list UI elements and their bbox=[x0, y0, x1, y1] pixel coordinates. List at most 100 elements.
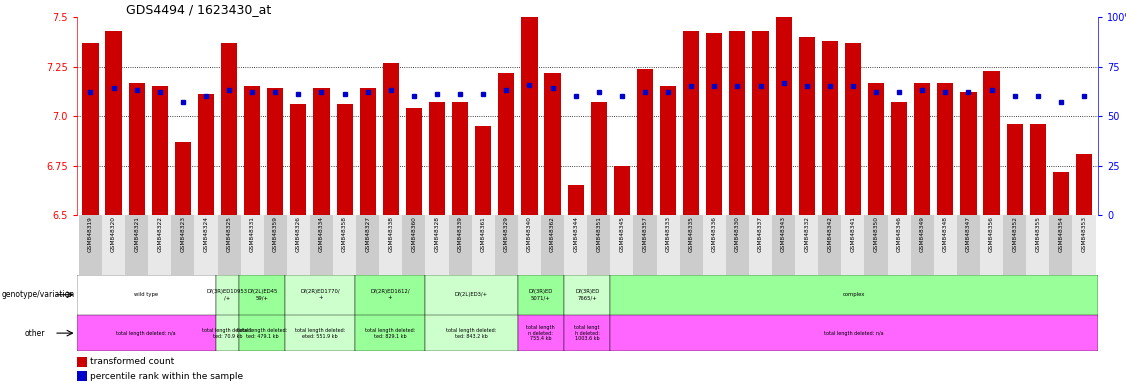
Text: GSM848325: GSM848325 bbox=[226, 216, 232, 252]
Text: GSM848329: GSM848329 bbox=[503, 216, 509, 252]
Bar bbox=[221, 43, 238, 215]
Bar bbox=[198, 94, 214, 215]
Bar bbox=[149, 215, 171, 275]
Text: GSM848349: GSM848349 bbox=[920, 216, 924, 252]
Bar bbox=[239, 275, 286, 315]
Bar bbox=[355, 315, 425, 351]
Bar bbox=[79, 215, 102, 275]
Text: GSM848336: GSM848336 bbox=[712, 216, 717, 252]
Bar bbox=[77, 315, 216, 351]
Text: percentile rank within the sample: percentile rank within the sample bbox=[90, 372, 243, 381]
Bar bbox=[957, 215, 980, 275]
Text: wild type: wild type bbox=[134, 292, 159, 297]
Bar bbox=[521, 17, 537, 215]
Bar bbox=[983, 71, 1000, 215]
Bar bbox=[383, 63, 399, 215]
Bar bbox=[683, 31, 699, 215]
Bar bbox=[1029, 124, 1046, 215]
Bar bbox=[545, 73, 561, 215]
Bar bbox=[518, 275, 564, 315]
Text: Df(3R)ED10953
/+: Df(3R)ED10953 /+ bbox=[207, 289, 248, 300]
Bar bbox=[313, 88, 330, 215]
Bar bbox=[337, 104, 352, 215]
Text: GSM848333: GSM848333 bbox=[665, 216, 671, 252]
Bar bbox=[795, 215, 819, 275]
Bar bbox=[656, 215, 680, 275]
Bar bbox=[82, 43, 98, 215]
Text: GSM848351: GSM848351 bbox=[597, 216, 601, 252]
Bar bbox=[726, 215, 749, 275]
Bar bbox=[452, 102, 468, 215]
Bar bbox=[540, 215, 564, 275]
Bar bbox=[703, 215, 726, 275]
Text: GSM848319: GSM848319 bbox=[88, 216, 93, 252]
Bar bbox=[217, 215, 241, 275]
Text: total lengt
h deleted:
1003.6 kb: total lengt h deleted: 1003.6 kb bbox=[574, 325, 600, 341]
Bar bbox=[286, 275, 355, 315]
Bar bbox=[216, 275, 239, 315]
Text: GSM848357: GSM848357 bbox=[643, 216, 647, 252]
Bar bbox=[102, 215, 125, 275]
Bar bbox=[426, 215, 448, 275]
Text: Df(3R)ED
5071/+: Df(3R)ED 5071/+ bbox=[529, 289, 553, 300]
Bar bbox=[359, 88, 376, 215]
Bar bbox=[125, 215, 149, 275]
Text: transformed count: transformed count bbox=[90, 357, 173, 366]
Bar bbox=[610, 315, 1098, 351]
Bar bbox=[263, 215, 287, 275]
Text: Df(2R)ED1770/
+: Df(2R)ED1770/ + bbox=[301, 289, 340, 300]
Bar bbox=[405, 108, 422, 215]
Text: genotype/variation: genotype/variation bbox=[1, 290, 74, 299]
Bar bbox=[286, 315, 355, 351]
Bar bbox=[379, 215, 402, 275]
Bar bbox=[77, 275, 216, 315]
Bar bbox=[1072, 215, 1096, 275]
Bar bbox=[77, 371, 87, 381]
Text: total length deleted:
eted: 551.9 kb: total length deleted: eted: 551.9 kb bbox=[295, 328, 346, 339]
Bar bbox=[564, 315, 610, 351]
Text: GSM848342: GSM848342 bbox=[828, 216, 832, 252]
Bar bbox=[564, 215, 588, 275]
Text: Df(2R)ED1612/
+: Df(2R)ED1612/ + bbox=[370, 289, 410, 300]
Bar bbox=[171, 215, 195, 275]
Bar bbox=[980, 215, 1003, 275]
Bar bbox=[475, 126, 491, 215]
Bar bbox=[749, 215, 772, 275]
Text: GSM848332: GSM848332 bbox=[804, 216, 810, 252]
Bar bbox=[588, 215, 610, 275]
Bar bbox=[1003, 215, 1026, 275]
Text: total length deleted: n/a: total length deleted: n/a bbox=[824, 331, 884, 336]
Text: GSM848345: GSM848345 bbox=[619, 216, 625, 252]
Bar bbox=[1026, 215, 1049, 275]
Bar bbox=[772, 215, 795, 275]
Text: GSM848320: GSM848320 bbox=[111, 216, 116, 252]
Bar bbox=[680, 215, 703, 275]
Bar bbox=[660, 86, 677, 215]
Bar bbox=[267, 88, 284, 215]
Bar bbox=[518, 215, 540, 275]
Bar bbox=[1076, 154, 1092, 215]
Text: Df(2L)ED45
59/+: Df(2L)ED45 59/+ bbox=[247, 289, 277, 300]
Text: total length deleted:
ted: 479.1 kb: total length deleted: ted: 479.1 kb bbox=[238, 328, 287, 339]
Bar bbox=[887, 215, 911, 275]
Bar bbox=[128, 83, 145, 215]
Bar bbox=[914, 83, 930, 215]
Bar bbox=[865, 215, 887, 275]
Text: GSM848337: GSM848337 bbox=[758, 216, 763, 252]
Text: GSM848359: GSM848359 bbox=[272, 216, 278, 252]
Bar bbox=[310, 215, 333, 275]
Text: total length deleted:
ted: 843.2 kb: total length deleted: ted: 843.2 kb bbox=[446, 328, 497, 339]
Text: GDS4494 / 1623430_at: GDS4494 / 1623430_at bbox=[126, 3, 271, 16]
Bar bbox=[287, 215, 310, 275]
Bar bbox=[752, 31, 769, 215]
Text: GSM848344: GSM848344 bbox=[573, 216, 578, 252]
Text: total length deleted: n/a: total length deleted: n/a bbox=[116, 331, 176, 336]
Text: GSM848334: GSM848334 bbox=[319, 216, 324, 252]
Text: GSM848352: GSM848352 bbox=[1012, 216, 1017, 252]
Bar bbox=[195, 215, 217, 275]
Text: GSM848343: GSM848343 bbox=[781, 216, 786, 252]
Bar bbox=[355, 275, 425, 315]
Text: GSM848353: GSM848353 bbox=[1081, 216, 1087, 252]
Bar bbox=[564, 275, 610, 315]
Bar bbox=[175, 142, 191, 215]
